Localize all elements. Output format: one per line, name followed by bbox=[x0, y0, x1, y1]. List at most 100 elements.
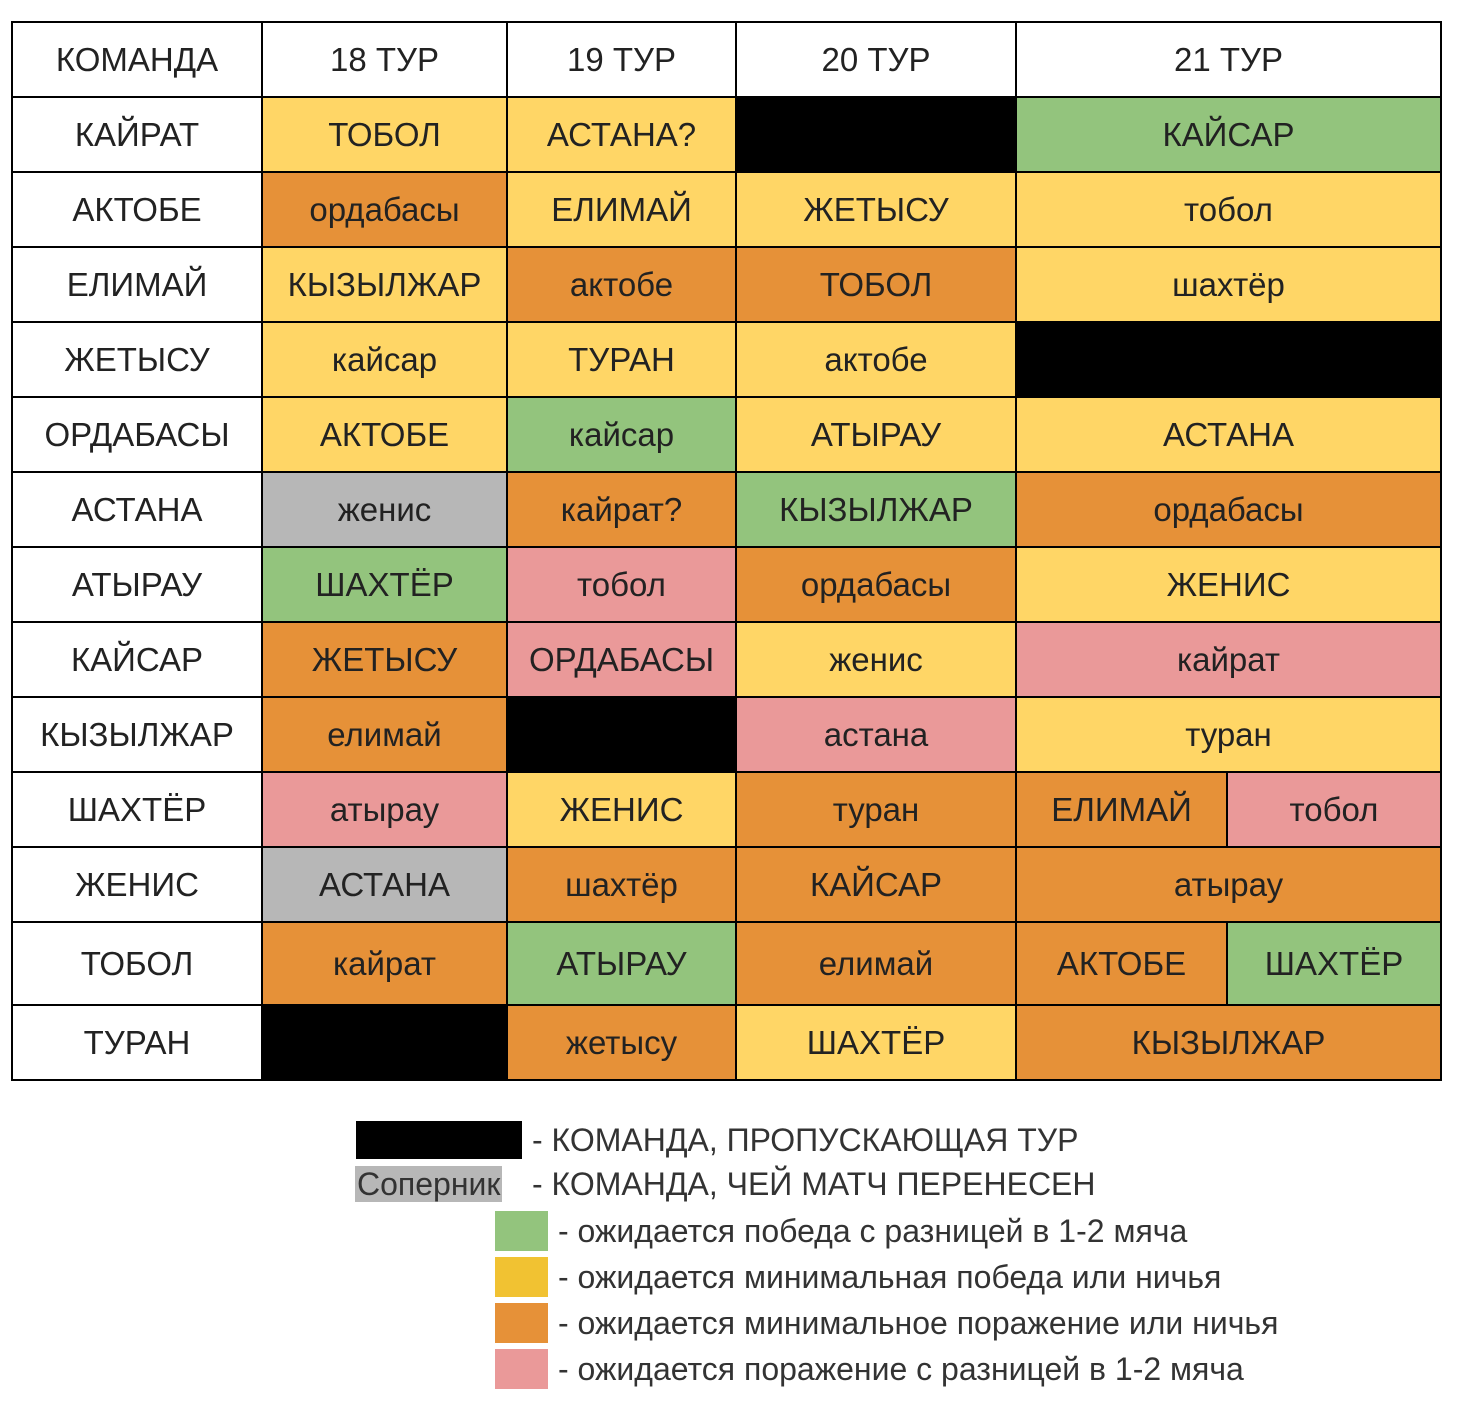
opponent-cell: жетысу bbox=[506, 1004, 737, 1081]
opponent-cell: кайрат bbox=[1015, 621, 1442, 698]
opponent-cell: ОРДАБАСЫ bbox=[506, 621, 737, 698]
opponent-cell: ЖЕНИС bbox=[1015, 546, 1442, 623]
opponent-cell: ШАХТЁР bbox=[1226, 921, 1442, 1006]
team-name: АСТАНА bbox=[11, 471, 263, 548]
bye-cell bbox=[261, 1004, 508, 1081]
team-name: КАЙРАТ bbox=[11, 96, 263, 173]
team-name: ЖЕНИС bbox=[11, 846, 263, 923]
team-name: КАЙСАР bbox=[11, 621, 263, 698]
opponent-cell: АТЫРАУ bbox=[506, 921, 737, 1006]
table-row: АТЫРАУ ШАХТЁР тобол ордабасы ЖЕНИС bbox=[11, 546, 1442, 623]
bye-cell bbox=[1015, 321, 1442, 398]
team-name: КЫЗЫЛЖАР bbox=[11, 696, 263, 773]
legend-bye-swatch bbox=[356, 1121, 522, 1159]
opponent-cell: КЫЗЫЛЖАР bbox=[261, 246, 508, 323]
opponent-cell: кайрат bbox=[261, 921, 508, 1006]
legend-loss-label: - ожидается минимальное поражение или ни… bbox=[558, 1305, 1279, 1341]
opponent-cell: ордабасы bbox=[735, 546, 1017, 623]
opponent-cell: атырау bbox=[261, 771, 508, 848]
table-row: ТУРАН жетысу ШАХТЁР КЫЗЫЛЖАР bbox=[11, 1004, 1442, 1081]
header-round: 19 ТУР bbox=[506, 21, 737, 98]
team-name: АТЫРАУ bbox=[11, 546, 263, 623]
table-row: АКТОБЕ ордабасы ЕЛИМАЙ ЖЕТЫСУ тобол bbox=[11, 171, 1442, 248]
legend-big-loss-label: - ожидается поражение с разницей в 1-2 м… bbox=[558, 1351, 1244, 1387]
opponent-cell: ордабасы bbox=[261, 171, 508, 248]
opponent-cell: ЕЛИМАЙ bbox=[506, 171, 737, 248]
opponent-cell: елимай bbox=[735, 921, 1017, 1006]
team-name: ОРДАБАСЫ bbox=[11, 396, 263, 473]
opponent-cell: ТОБОЛ bbox=[261, 96, 508, 173]
opponent-cell: тобол bbox=[1226, 771, 1442, 848]
legend-postponed-label: - КОМАНДА, ЧЕЙ МАТЧ ПЕРЕНЕСЕН bbox=[532, 1166, 1096, 1202]
opponent-cell: КАЙСАР bbox=[1015, 96, 1442, 173]
opponent-cell: тобол bbox=[506, 546, 737, 623]
bye-cell bbox=[735, 96, 1017, 173]
team-name: ЕЛИМАЙ bbox=[11, 246, 263, 323]
opponent-cell: тобол bbox=[1015, 171, 1442, 248]
opponent-cell: АКТОБЕ bbox=[261, 396, 508, 473]
legend-big-loss-swatch bbox=[495, 1349, 548, 1389]
opponent-cell: АСТАНА? bbox=[506, 96, 737, 173]
opponent-cell: атырау bbox=[1015, 846, 1442, 923]
opponent-cell: кайсар bbox=[261, 321, 508, 398]
opponent-cell: ЖЕТЫСУ bbox=[261, 621, 508, 698]
opponent-cell: кайсар bbox=[506, 396, 737, 473]
opponent-cell: актобе bbox=[735, 321, 1017, 398]
table-row: ЕЛИМАЙ КЫЗЫЛЖАР актобе ТОБОЛ шахтёр bbox=[11, 246, 1442, 323]
opponent-cell: женис bbox=[261, 471, 508, 548]
opponent-cell: ЕЛИМАЙ bbox=[1015, 771, 1228, 848]
legend-win-swatch bbox=[495, 1211, 548, 1251]
bye-cell bbox=[506, 696, 737, 773]
table-row: ЖЕТЫСУ кайсар ТУРАН актобе bbox=[11, 321, 1442, 398]
table-row: ЖЕНИС АСТАНА шахтёр КАЙСАР атырау bbox=[11, 846, 1442, 923]
table-row: ТОБОЛ кайрат АТЫРАУ елимай АКТОБЕ ШАХТЁР bbox=[11, 921, 1442, 1006]
table-row: КЫЗЫЛЖАР елимай астана туран bbox=[11, 696, 1442, 773]
opponent-cell: женис bbox=[735, 621, 1017, 698]
opponent-cell: ЖЕНИС bbox=[506, 771, 737, 848]
table-row: КАЙСАР ЖЕТЫСУ ОРДАБАСЫ женис кайрат bbox=[11, 621, 1442, 698]
schedule-table: КОМАНДА 18 ТУР 19 ТУР 20 ТУР 21 ТУР КАЙРАТ ТОБ… bbox=[11, 21, 1442, 1081]
header-round: 21 ТУР bbox=[1015, 21, 1442, 98]
opponent-cell: ШАХТЁР bbox=[261, 546, 508, 623]
opponent-cell: туран bbox=[1015, 696, 1442, 773]
opponent-cell: елимай bbox=[261, 696, 508, 773]
opponent-cell: астана bbox=[735, 696, 1017, 773]
table-row: ШАХТЁР атырау ЖЕНИС туран ЕЛИМАЙ тобол bbox=[11, 771, 1442, 848]
team-name: ТУРАН bbox=[11, 1004, 263, 1081]
team-name: ЖЕТЫСУ bbox=[11, 321, 263, 398]
header-round: 20 ТУР bbox=[735, 21, 1017, 98]
opponent-cell: ШАХТЁР bbox=[735, 1004, 1017, 1081]
legend-postponed-swatch: Соперник bbox=[355, 1166, 503, 1202]
opponent-cell: АКТОБЕ bbox=[1015, 921, 1228, 1006]
header-row: КОМАНДА 18 ТУР 19 ТУР 20 ТУР 21 ТУР bbox=[11, 21, 1442, 98]
opponent-cell: ТУРАН bbox=[506, 321, 737, 398]
team-name: ШАХТЁР bbox=[11, 771, 263, 848]
opponent-cell: КЫЗЫЛЖАР bbox=[735, 471, 1017, 548]
legend-draw-swatch bbox=[495, 1257, 548, 1297]
header-round: 18 ТУР bbox=[261, 21, 508, 98]
legend-draw-label: - ожидается минимальная победа или ничья bbox=[558, 1259, 1222, 1295]
opponent-cell: шахтёр bbox=[506, 846, 737, 923]
opponent-cell: АСТАНА bbox=[1015, 396, 1442, 473]
opponent-cell: ордабасы bbox=[1015, 471, 1442, 548]
opponent-cell: кайрат? bbox=[506, 471, 737, 548]
legend-win-label: - ожидается победа с разницей в 1-2 мяча bbox=[558, 1213, 1188, 1249]
legend-bye-label: - КОМАНДА, ПРОПУСКАЮЩАЯ ТУР bbox=[532, 1122, 1079, 1158]
team-name: АКТОБЕ bbox=[11, 171, 263, 248]
opponent-cell: КЫЗЫЛЖАР bbox=[1015, 1004, 1442, 1081]
legend-loss-swatch bbox=[495, 1303, 548, 1343]
table-row: ОРДАБАСЫ АКТОБЕ кайсар АТЫРАУ АСТАНА bbox=[11, 396, 1442, 473]
opponent-cell: ТОБОЛ bbox=[735, 246, 1017, 323]
opponent-cell: актобе bbox=[506, 246, 737, 323]
opponent-cell: шахтёр bbox=[1015, 246, 1442, 323]
table-row: АСТАНА женис кайрат? КЫЗЫЛЖАР ордабасы bbox=[11, 471, 1442, 548]
table-row: КАЙРАТ ТОБОЛ АСТАНА? КАЙСАР bbox=[11, 96, 1442, 173]
opponent-cell: АСТАНА bbox=[261, 846, 508, 923]
opponent-cell: КАЙСАР bbox=[735, 846, 1017, 923]
opponent-cell: АТЫРАУ bbox=[735, 396, 1017, 473]
opponent-cell: туран bbox=[735, 771, 1017, 848]
team-name: ТОБОЛ bbox=[11, 921, 263, 1006]
opponent-cell: ЖЕТЫСУ bbox=[735, 171, 1017, 248]
header-team: КОМАНДА bbox=[11, 21, 263, 98]
